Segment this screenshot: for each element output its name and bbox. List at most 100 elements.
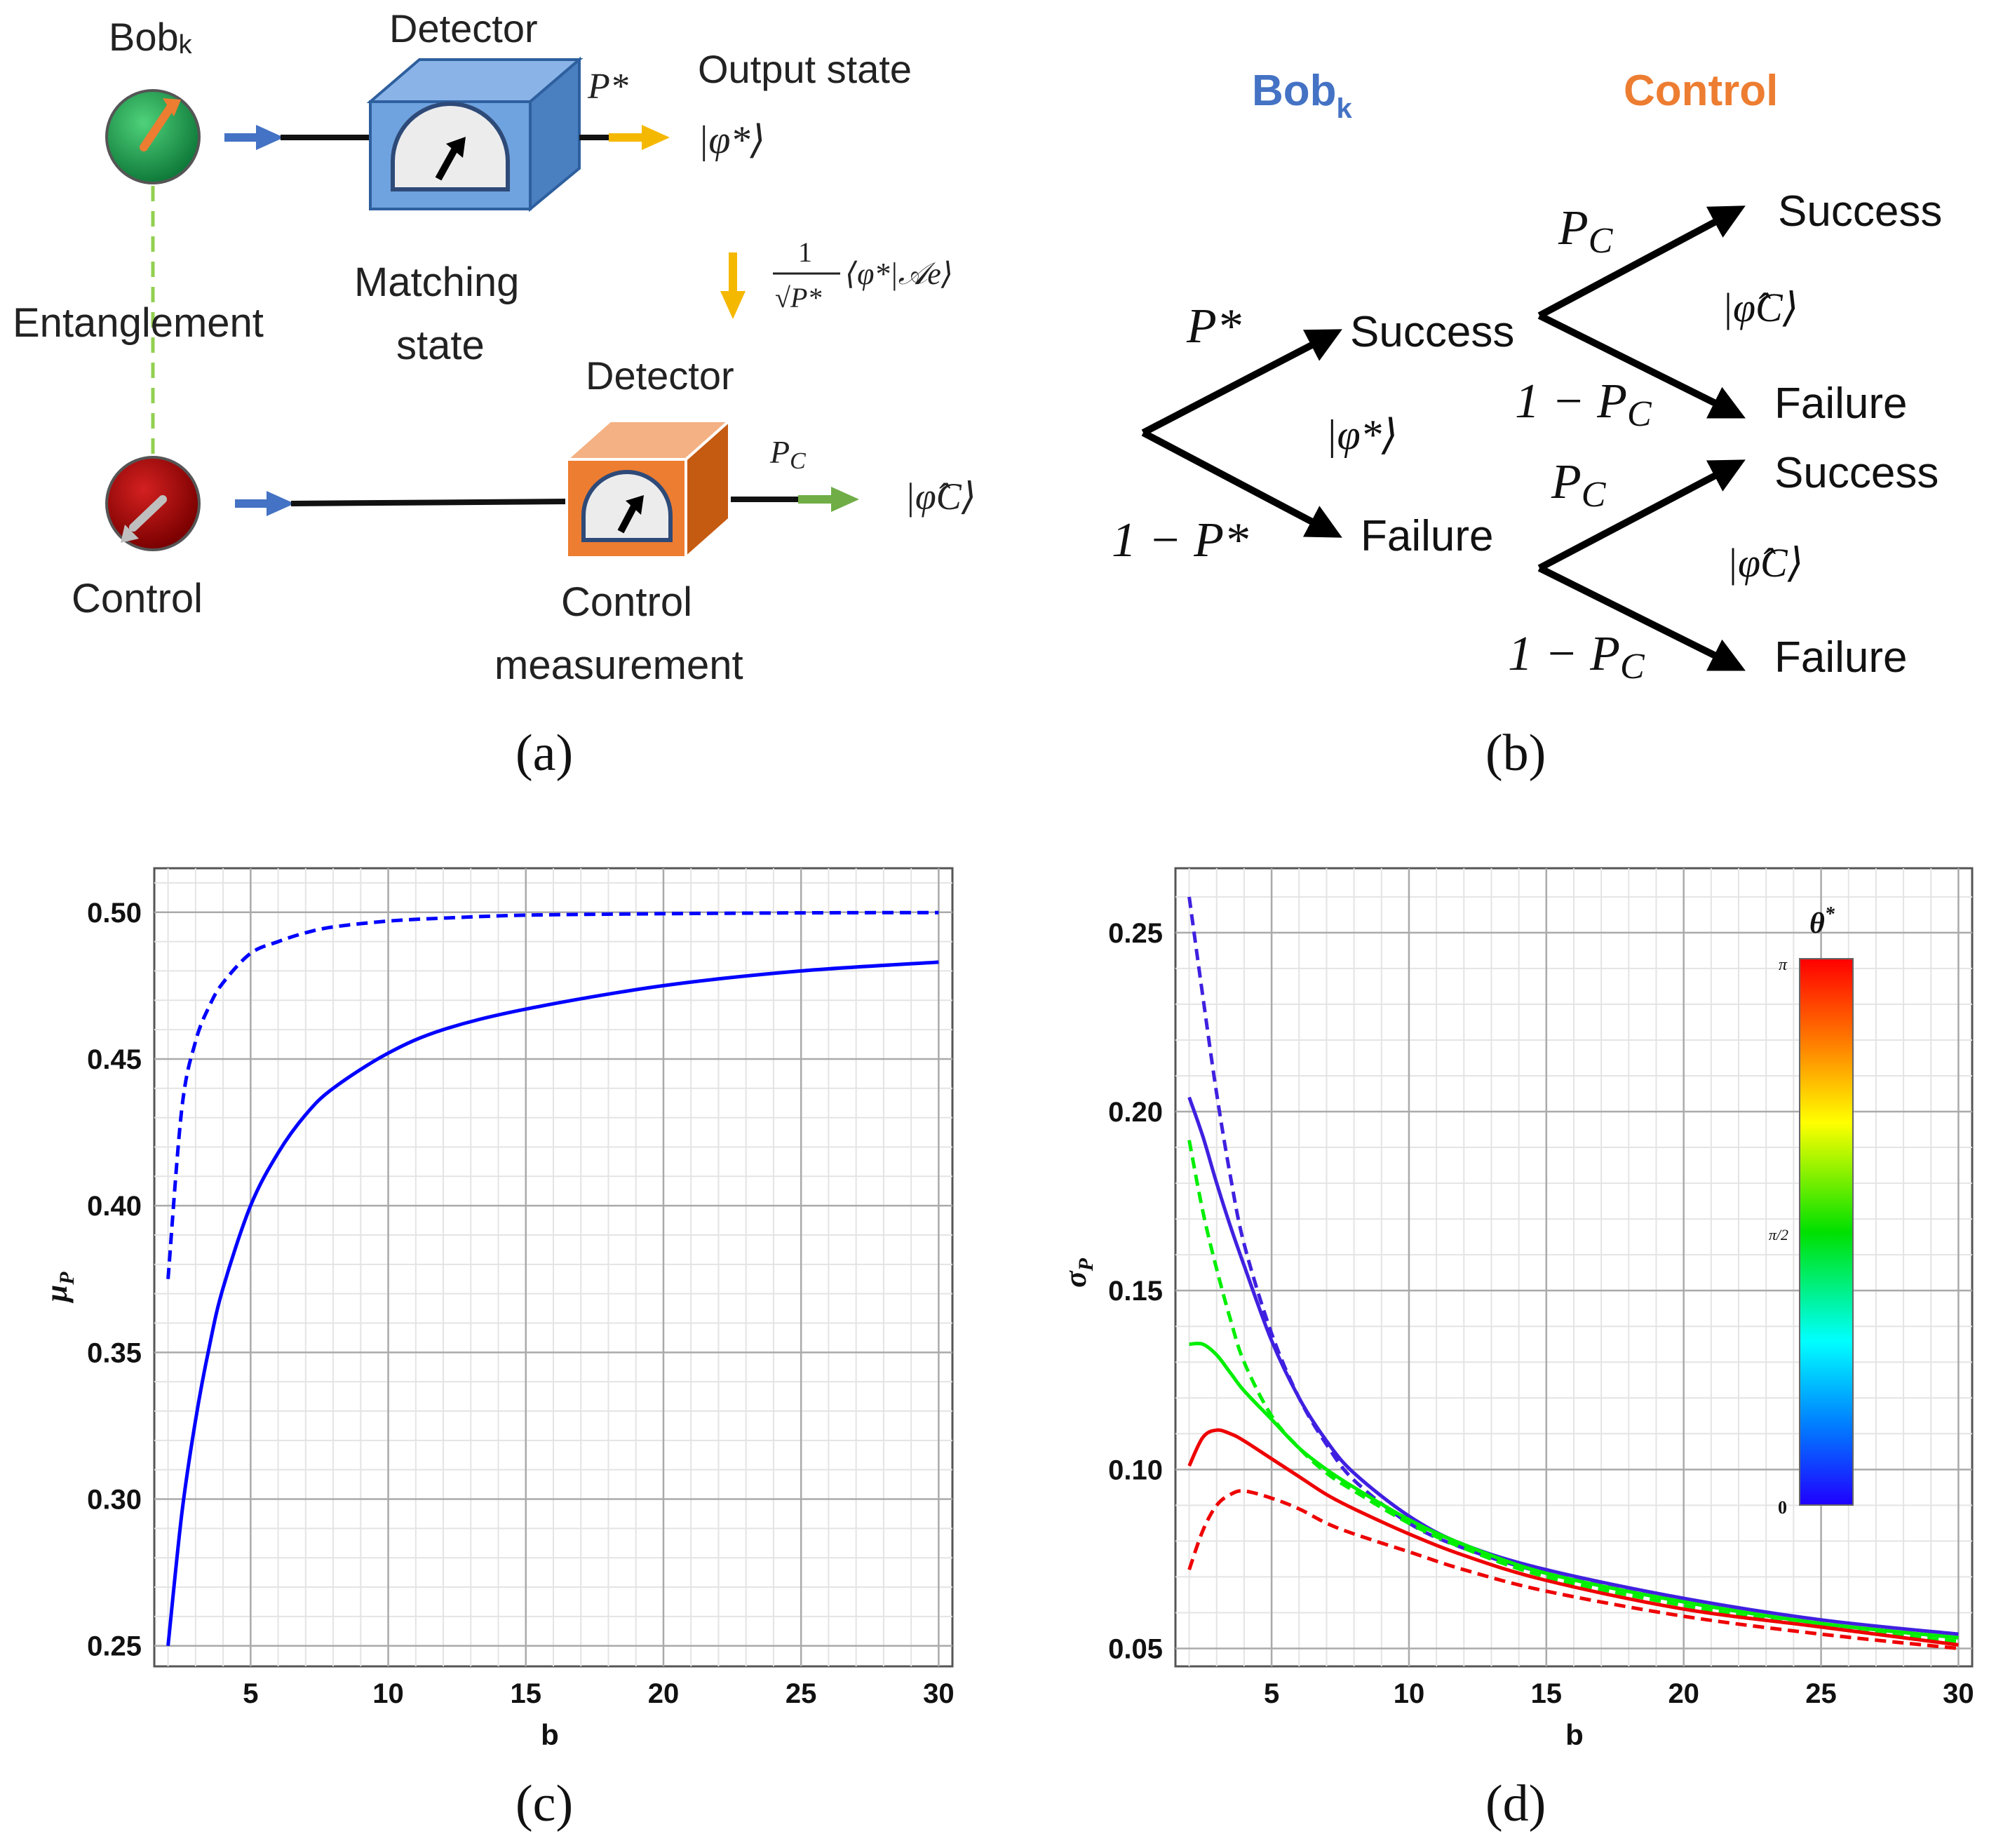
b-ket-phi-c-lower: |φ̂C⟩: [1727, 540, 1803, 586]
output-state-label: Output state: [698, 47, 912, 91]
colorbar: [1799, 958, 1854, 1506]
blue-arrow-icon-2: [267, 491, 295, 516]
c-y-tick-label: 0.40: [87, 1191, 142, 1222]
caption-c: (c): [515, 1775, 573, 1833]
control-ket: |φ̂C⟩: [905, 476, 976, 518]
b-pc-lower: PC: [1551, 455, 1607, 515]
d-x-tick-label: 30: [1943, 1678, 1974, 1709]
c-x-tick-label: 10: [372, 1678, 404, 1709]
b-failure-1: Failure: [1361, 512, 1494, 560]
detector-top-label: Detector: [389, 6, 538, 50]
b-success-2: Success: [1778, 187, 1942, 236]
b-one-minus-pc-upper: 1 − PC: [1515, 375, 1652, 434]
panel-d-chart: 5 10 15 20 25 30 0.05 0.10 0.15 0.20 0.25 θ* π π/2…: [1058, 867, 1974, 1833]
d-series-line-0: [1187, 896, 1959, 1640]
b-ket-phi-star: |φ*⟩: [1326, 412, 1398, 458]
d-x-tick-label: 10: [1394, 1678, 1425, 1709]
branch-1-minus-pc-lower: [1537, 565, 1746, 671]
d-y-tick-label: 0.15: [1108, 1276, 1163, 1307]
caption-a: (a): [515, 724, 573, 782]
control-measurement-2: measurement: [494, 642, 743, 688]
matching-label-2: state: [396, 323, 485, 368]
panel-a: Bobk Entanglement Detector P* Output sta…: [13, 6, 976, 782]
output-state-ket: |φ*⟩: [698, 119, 765, 162]
d-xlabel: b: [1565, 1718, 1584, 1751]
c-xlabel: b: [541, 1718, 559, 1751]
c-x-tick-label: 5: [243, 1678, 258, 1709]
matching-label-1: Matching: [354, 259, 519, 305]
c-x-tick-label: 30: [923, 1678, 955, 1709]
control-label: Control: [72, 576, 203, 621]
branch-pc-lower: [1537, 459, 1746, 572]
c-series-line-0: [166, 960, 939, 1646]
d-series-line-3: [1189, 1342, 1959, 1640]
green-arrow-icon: [831, 487, 859, 512]
projection-formula: 1 √P* ⟨φ*|𝒜e⟩: [773, 236, 953, 313]
d-ylabel: σP: [1058, 1257, 1098, 1288]
caption-d: (d): [1485, 1775, 1546, 1833]
detector-blue-icon: [366, 56, 584, 213]
yellow-arrow-icon: [642, 125, 670, 150]
b-success-3: Success: [1774, 449, 1939, 497]
d-y-tick-label: 0.05: [1108, 1633, 1163, 1664]
d-ticks: 5 10 15 20 25 30 0.05 0.10 0.15 0.20 0.25: [1108, 918, 1974, 1709]
b-p-star: P*: [1186, 299, 1241, 353]
d-colorbar-legend: θ* π π/2 0: [1769, 903, 1854, 1518]
panel-b: Bobk Control P* 1 − P* Success Failure |…: [1112, 67, 1942, 782]
svg-text:⟨φ*|𝒜e⟩: ⟨φ*|𝒜e⟩: [845, 257, 953, 291]
a-bob-label: Bobk: [109, 15, 193, 60]
colorbar-title: θ*: [1809, 903, 1835, 940]
d-series: [1187, 896, 1959, 1650]
detector-bottom-label: Detector: [586, 353, 734, 398]
c-grid: [154, 868, 952, 1666]
a-p-star: P*: [587, 67, 628, 107]
c-series: [166, 910, 939, 1646]
c-y-tick-label: 0.25: [87, 1631, 142, 1662]
b-success-1: Success: [1350, 308, 1514, 356]
d-x-tick-label: 25: [1805, 1678, 1837, 1709]
b-bob-label: Bobk: [1252, 67, 1353, 124]
c-x-tick-label: 25: [786, 1678, 817, 1709]
c-x-tick-label: 15: [511, 1678, 542, 1709]
b-pc-upper: PC: [1558, 201, 1614, 261]
a-p-c: PC: [769, 434, 806, 474]
b-control-label: Control: [1624, 67, 1778, 115]
b-failure-2: Failure: [1774, 379, 1908, 428]
c-ylabel: μP: [39, 1272, 79, 1303]
d-x-tick-label: 15: [1531, 1678, 1563, 1709]
d-x-tick-label: 20: [1668, 1678, 1699, 1709]
bob-spin-arrow-icon: [140, 101, 176, 151]
c-y-tick-label: 0.50: [87, 898, 142, 929]
b-failure-3: Failure: [1774, 633, 1908, 682]
c-y-tick-label: 0.45: [87, 1044, 142, 1075]
d-series-line-1: [1187, 1096, 1959, 1636]
colorbar-tick-pi: π: [1779, 956, 1788, 974]
d-x-tick-label: 5: [1264, 1678, 1279, 1709]
control-measurement-1: Control: [561, 579, 692, 625]
colorbar-tick-zero: 0: [1778, 1497, 1787, 1518]
entanglement-label: Entanglement: [13, 300, 264, 346]
svg-text:√P*: √P*: [775, 282, 821, 313]
c-y-tick-label: 0.30: [87, 1485, 142, 1516]
c-x-tick-label: 20: [648, 1678, 680, 1709]
d-y-tick-label: 0.10: [1108, 1455, 1163, 1485]
d-series-line-5: [1187, 1489, 1959, 1650]
caption-b: (b): [1485, 724, 1546, 782]
b-one-minus-pc-lower: 1 − PC: [1508, 627, 1645, 687]
detector-orange-icon: [562, 417, 734, 561]
d-y-tick-label: 0.25: [1108, 918, 1163, 949]
branch-1-minus-p-star: [1141, 429, 1342, 538]
yellow-down-arrow-icon: [720, 291, 746, 319]
c-ticks: 5 10 15 20 25 30 0.25 0.30 0.35 0.40 0.45 0.50: [87, 898, 954, 1709]
branch-p-star: [1141, 329, 1342, 436]
branch-pc-upper: [1537, 205, 1746, 319]
d-y-tick-label: 0.20: [1108, 1097, 1163, 1128]
b-ket-phi-c-upper: |φ̂C⟩: [1722, 285, 1798, 330]
svg-text:1: 1: [798, 236, 812, 268]
c-series-line-1: [166, 910, 939, 1279]
d-series-line-4: [1187, 1428, 1959, 1647]
b-one-minus-p-star: 1 − P*: [1112, 513, 1248, 567]
blue-arrow-icon: [256, 125, 284, 150]
control-spin-arrow-icon: [129, 495, 167, 532]
